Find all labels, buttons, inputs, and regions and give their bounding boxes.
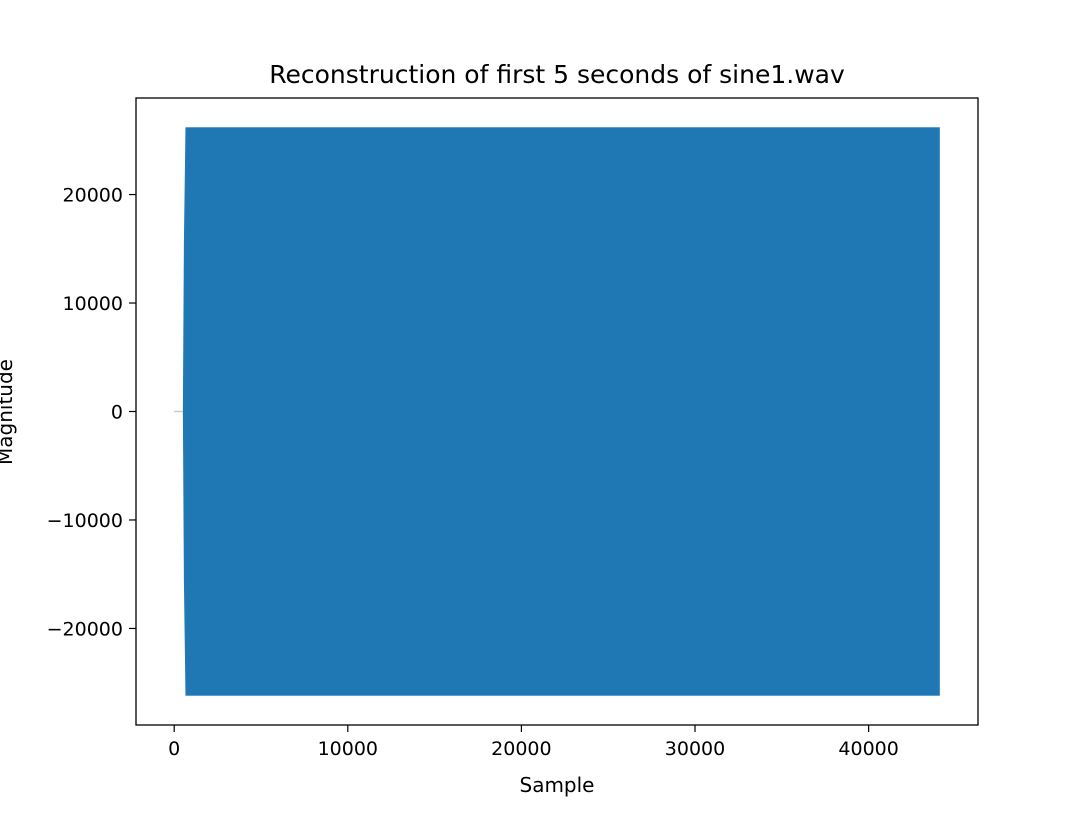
- x-tick-label: 40000: [838, 738, 898, 760]
- series-line: [174, 127, 940, 696]
- y-axis-label: Magnitude: [0, 359, 17, 465]
- plot-area: [174, 127, 940, 696]
- y-tick-label: 20000: [63, 185, 123, 207]
- y-tick-label: −10000: [47, 510, 123, 532]
- x-tick-label: 30000: [665, 738, 725, 760]
- y-axis: −20000 −10000 0 10000 20000: [47, 185, 136, 640]
- x-tick-label: 10000: [318, 738, 378, 760]
- series-oscillation-envelope: [185, 127, 940, 696]
- x-axis-label: Sample: [520, 773, 595, 797]
- y-tick-label: 0: [111, 402, 123, 424]
- y-tick-label: 10000: [63, 293, 123, 315]
- x-axis: 0 10000 20000 30000 40000: [168, 725, 899, 760]
- chart-title: Reconstruction of first 5 seconds of sin…: [269, 60, 845, 89]
- x-tick-label: 20000: [491, 738, 551, 760]
- x-tick-label: 0: [168, 738, 180, 760]
- y-tick-label: −20000: [47, 618, 123, 640]
- series-onset: [182, 127, 186, 696]
